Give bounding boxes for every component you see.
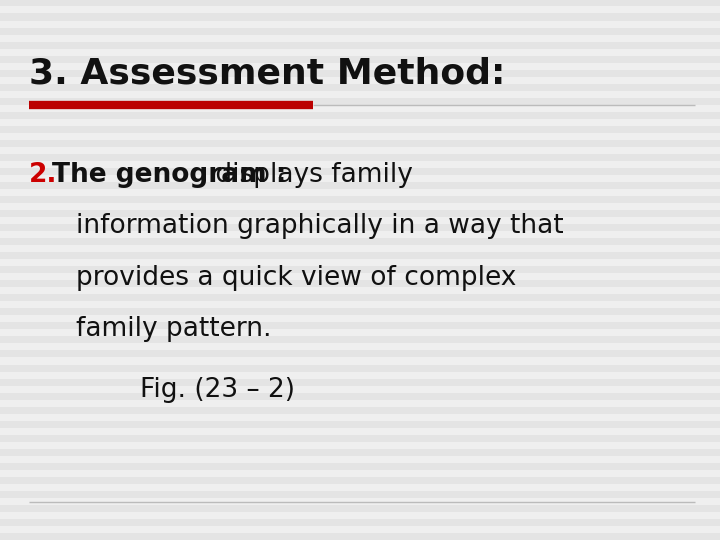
Bar — [0, 252, 720, 259]
Bar — [0, 336, 720, 343]
Bar — [0, 238, 720, 245]
Bar — [0, 294, 720, 301]
Bar — [0, 84, 720, 91]
Bar — [0, 140, 720, 147]
Text: displays family: displays family — [207, 162, 413, 188]
Bar — [0, 42, 720, 49]
Bar — [0, 14, 720, 21]
Text: 3. Assessment Method:: 3. Assessment Method: — [29, 57, 505, 91]
Bar — [0, 28, 720, 35]
Bar — [0, 154, 720, 161]
Bar — [0, 322, 720, 329]
Text: provides a quick view of complex: provides a quick view of complex — [76, 265, 516, 291]
Bar — [0, 308, 720, 315]
Bar — [0, 519, 720, 526]
Bar — [0, 350, 720, 357]
Bar — [0, 364, 720, 372]
Bar — [0, 224, 720, 231]
Bar — [0, 210, 720, 217]
Bar — [0, 266, 720, 273]
Bar — [0, 98, 720, 105]
Bar — [0, 56, 720, 63]
Bar — [0, 126, 720, 133]
Bar — [0, 449, 720, 456]
Bar — [0, 393, 720, 400]
Bar — [0, 435, 720, 442]
Bar — [0, 505, 720, 512]
Text: The genogram :: The genogram : — [52, 162, 287, 188]
Bar — [0, 491, 720, 498]
Bar — [0, 168, 720, 175]
Bar — [0, 70, 720, 77]
Text: 2.: 2. — [29, 162, 58, 188]
Bar — [0, 533, 720, 540]
Bar — [0, 0, 720, 6]
Bar — [0, 477, 720, 484]
Bar — [0, 379, 720, 386]
Bar — [0, 112, 720, 119]
Text: family pattern.: family pattern. — [76, 316, 271, 342]
Bar — [0, 407, 720, 414]
Bar — [0, 463, 720, 470]
Bar — [0, 421, 720, 428]
Text: Fig. (23 – 2): Fig. (23 – 2) — [140, 377, 295, 403]
Bar — [0, 182, 720, 189]
Bar — [0, 280, 720, 287]
Bar — [0, 196, 720, 203]
Text: information graphically in a way that: information graphically in a way that — [76, 213, 563, 239]
